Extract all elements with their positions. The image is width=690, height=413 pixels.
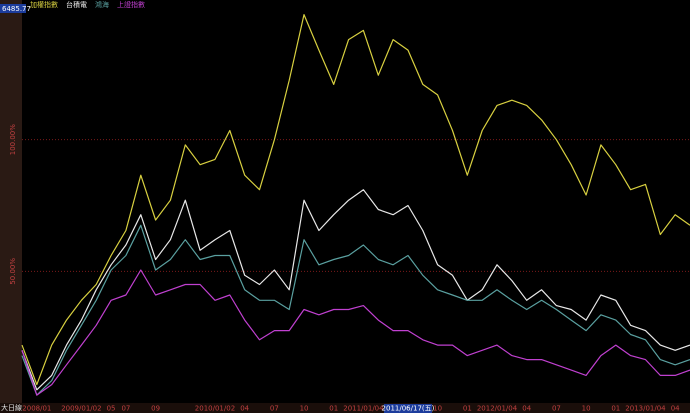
y-axis-strip — [0, 0, 22, 403]
last-value-box — [0, 4, 26, 13]
x-tick-label: 07 — [121, 405, 130, 413]
y-tick-label: 50.00% — [9, 258, 17, 285]
x-tick-label: 01 — [329, 405, 338, 413]
legend-entry: 上證指數 — [117, 0, 145, 9]
series-line — [21, 269, 690, 396]
legend-entry: 鴻海 — [95, 0, 109, 9]
x-tick-label: 2009/01/02 — [61, 405, 101, 413]
x-tick-label: 2011/01/04 — [343, 405, 384, 413]
x-tick-label: 07 — [552, 405, 561, 413]
x-tick-label: 10 — [582, 405, 591, 413]
x-tick-label: 04 — [522, 405, 531, 413]
period-label: 大日線 — [1, 403, 22, 412]
x-tick-label: 01 — [463, 405, 472, 413]
x-tick-label: 2011/06/17(五) — [382, 405, 435, 413]
legend-entry: 台積電 — [66, 0, 87, 9]
last-value: 6485.77 — [2, 5, 31, 13]
x-tick-label: 2010/01/02 — [195, 405, 235, 413]
x-tick-label: 01 — [611, 405, 620, 413]
x-tick-label: 2012/01/04 — [477, 405, 518, 413]
x-tick-label: 05 — [107, 405, 116, 413]
x-axis-strip — [0, 403, 690, 413]
y-tick-label: 100.00% — [9, 124, 17, 155]
x-tick-label: 07 — [270, 405, 279, 413]
series-line — [21, 14, 690, 386]
x-tick-highlight — [383, 404, 432, 413]
x-tick-label: 04 — [671, 405, 680, 413]
series-line — [21, 224, 690, 396]
x-tick-label: 2008/01 — [22, 405, 51, 413]
legend-entry: 加權指數 — [30, 0, 58, 9]
x-tick-label: 09 — [151, 405, 160, 413]
series-line — [21, 189, 690, 391]
x-tick-label: 10 — [300, 405, 309, 413]
x-tick-label: 04 — [240, 405, 249, 413]
x-tick-label: 10 — [433, 405, 442, 413]
x-tick-label: 2013/01/04 — [625, 405, 666, 413]
